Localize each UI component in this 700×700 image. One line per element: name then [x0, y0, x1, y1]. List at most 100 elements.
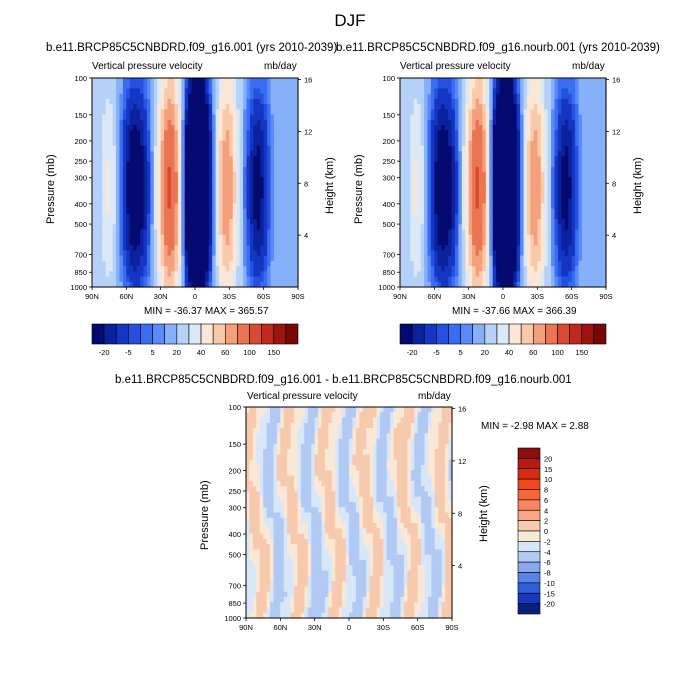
heatmap-cell: [270, 125, 275, 131]
heatmap-cell: [122, 234, 127, 241]
heatmap-cell: [263, 213, 268, 220]
heatmap-cell: [191, 166, 196, 173]
heatmap-cell: [195, 140, 200, 147]
heatmap-cell: [205, 125, 210, 131]
heatmap-cell: [249, 83, 254, 90]
heatmap-cell: [119, 187, 124, 194]
heatmap-cell: [150, 156, 155, 163]
heatmap-cell: [219, 114, 224, 121]
heatmap-cell: [184, 172, 189, 178]
heatmap-cell: [184, 125, 189, 131]
heatmap-cell: [116, 135, 121, 142]
heatmap-cell: [284, 250, 289, 257]
heatmap-cell: [160, 135, 165, 142]
heatmap-cell: [246, 459, 251, 466]
heatmap-cell: [109, 104, 114, 110]
heatmap-cell: [170, 98, 175, 105]
heatmap-cell: [222, 260, 227, 267]
heatmap-cell: [232, 266, 237, 272]
heatmap-cell: [160, 93, 165, 100]
heatmap-cell: [280, 271, 285, 278]
heatmap-cell: [188, 114, 193, 121]
heatmap-cell: [153, 109, 158, 116]
heatmap-cell: [102, 83, 107, 90]
heatmap-cell: [229, 130, 234, 137]
heatmap-cell: [263, 255, 268, 262]
heatmap-cell: [184, 192, 189, 199]
heatmap-cell: [403, 130, 408, 137]
heatmap-cell: [236, 208, 241, 215]
heatmap-cell: [133, 130, 138, 137]
heatmap-cell: [256, 156, 261, 163]
heatmap-cell: [133, 172, 138, 178]
heatmap-cell: [122, 192, 127, 199]
heatmap-cell: [270, 260, 275, 267]
heatmap-cell: [201, 172, 206, 178]
heatmap-cell: [136, 187, 141, 194]
heatmap-cell: [239, 98, 244, 105]
heatmap-cell: [219, 172, 224, 178]
heatmap-cell: [273, 114, 278, 121]
heatmap-cell: [143, 161, 148, 168]
heatmap-cell: [181, 229, 186, 236]
heatmap-cell: [212, 78, 217, 84]
heatmap-cell: [212, 166, 217, 173]
heatmap-cell: [219, 213, 224, 220]
heatmap-cell: [129, 192, 134, 199]
heatmap-cell: [126, 219, 131, 225]
heatmap-cell: [181, 177, 186, 184]
heatmap-cell: [174, 98, 179, 105]
heatmap-cell: [184, 93, 189, 100]
heatmap-cell: [287, 192, 292, 199]
heatmap-cell: [143, 151, 148, 157]
heatmap-cell: [287, 114, 292, 121]
heatmap-cell: [133, 114, 138, 121]
heatmap-cell: [119, 266, 124, 272]
heatmap-cell: [95, 229, 100, 236]
heatmap-cell: [167, 192, 172, 199]
heatmap-cell: [291, 245, 296, 252]
heatmap-cell: [122, 276, 127, 283]
heatmap-cell: [263, 271, 268, 278]
heatmap-cell: [243, 156, 248, 163]
heatmap-cell: [95, 93, 100, 100]
heatmap-cell: [246, 517, 251, 524]
heatmap-cell: [273, 88, 278, 95]
heatmap-cell: [225, 177, 230, 184]
heatmap-cell: [236, 177, 241, 184]
heatmap-cell: [198, 156, 203, 163]
heatmap-cell: [140, 145, 145, 152]
heatmap-cell: [181, 203, 186, 210]
heatmap-cell: [243, 239, 248, 246]
heatmap-cell: [109, 166, 114, 173]
heatmap-cell: [195, 266, 200, 272]
heatmap-cell: [146, 198, 151, 204]
heatmap-cell: [170, 234, 175, 241]
heatmap-cell: [219, 250, 224, 257]
heatmap-cell: [260, 109, 265, 116]
heatmap-cell: [253, 266, 258, 272]
heatmap-cell: [133, 203, 138, 210]
heatmap-cell: [167, 198, 172, 204]
heatmap-cell: [400, 187, 405, 194]
heatmap-cell: [239, 104, 244, 110]
heatmap-cell: [236, 125, 241, 131]
heatmap-cell: [253, 213, 258, 220]
heatmap-cell: [263, 239, 268, 246]
heatmap-cell: [188, 213, 193, 220]
heatmap-cell: [177, 135, 182, 142]
heatmap-cell: [177, 219, 182, 225]
heatmap-cell: [222, 78, 227, 84]
heatmap-cell: [98, 109, 103, 116]
heatmap-cell: [236, 182, 241, 189]
heatmap-cell: [229, 140, 234, 147]
heatmap-cell: [249, 156, 254, 163]
heatmap-cell: [277, 192, 282, 199]
heatmap-cell: [133, 156, 138, 163]
heatmap-cell: [126, 203, 131, 210]
heatmap-cell: [273, 203, 278, 210]
heatmap-cell: [287, 203, 292, 210]
heatmap-cell: [215, 260, 220, 267]
heatmap-cell: [225, 198, 230, 204]
heatmap-cell: [112, 98, 117, 105]
